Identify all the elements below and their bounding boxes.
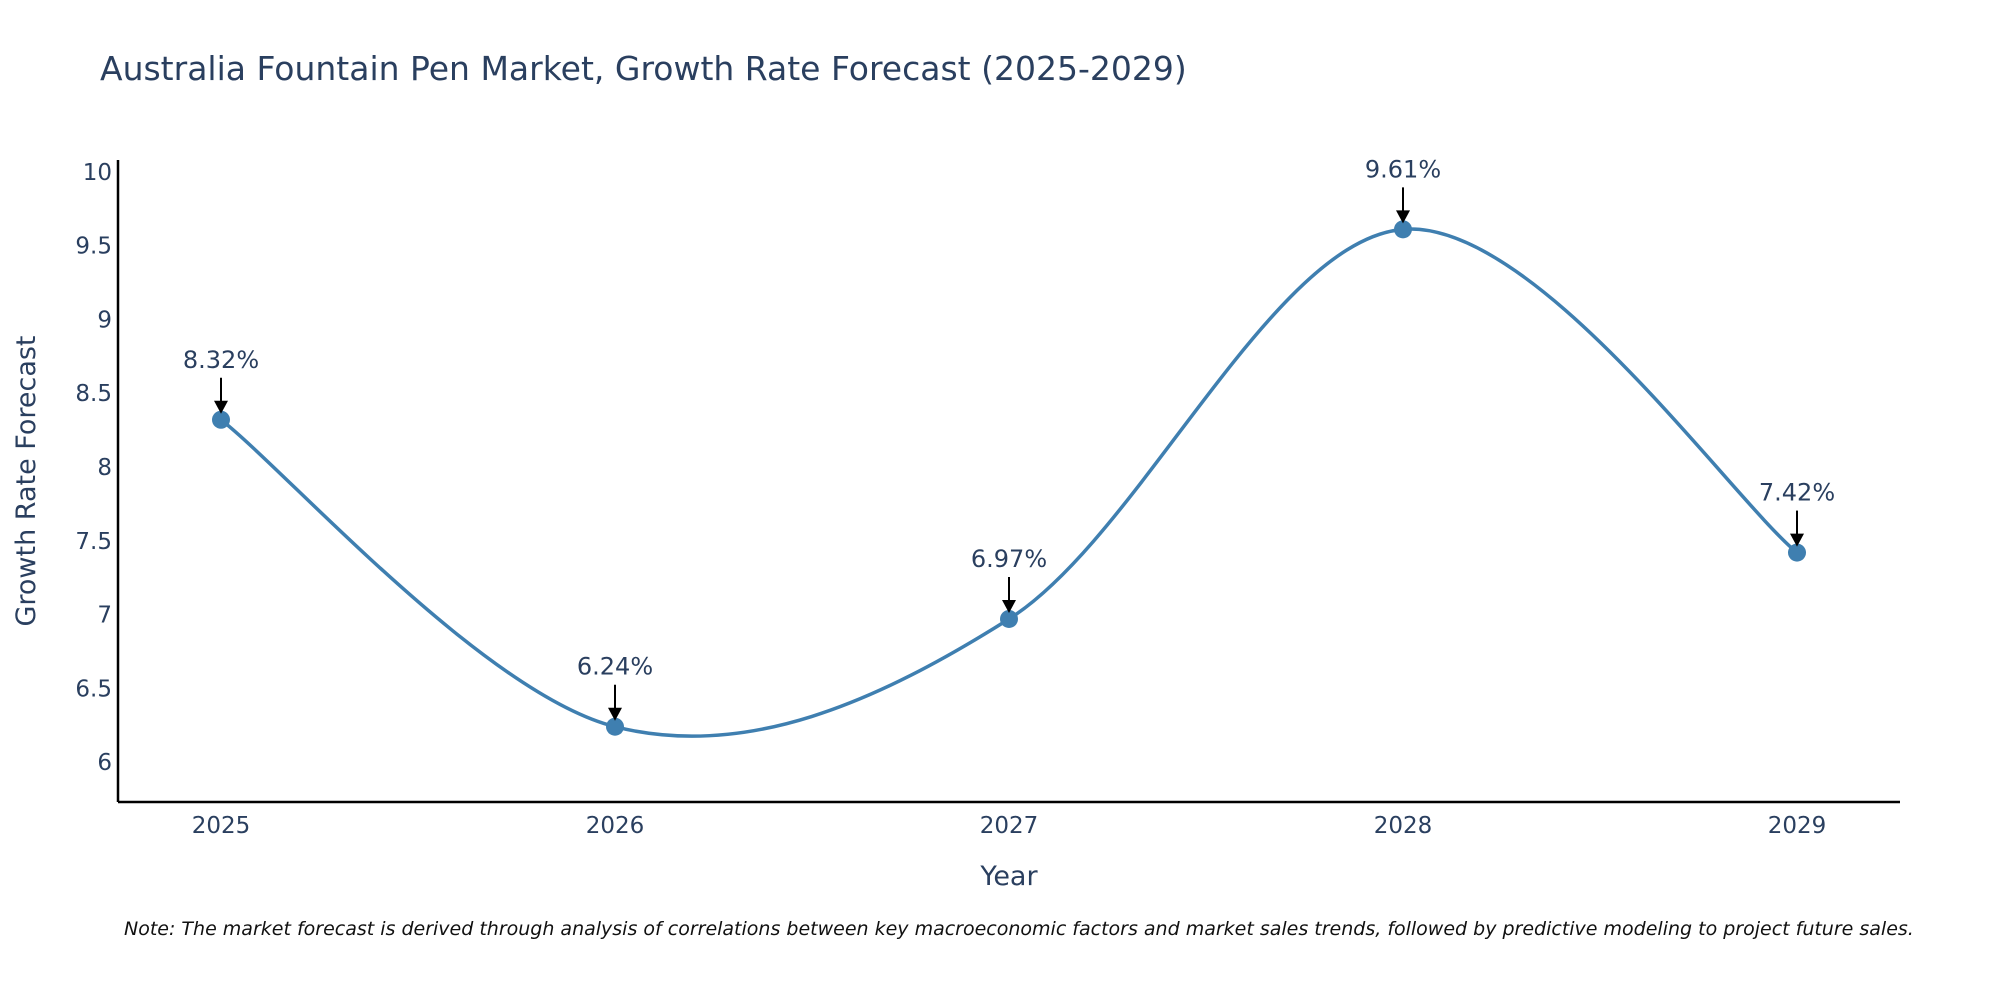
series-line [219, 227, 1799, 738]
annotation-arrowhead [608, 707, 622, 721]
x-tick-label: 2026 [586, 813, 645, 839]
data-label: 9.61% [1365, 155, 1441, 183]
data-label: 8.32% [183, 346, 259, 374]
annotation-arrowhead [1002, 599, 1016, 613]
annotation-arrowhead [1396, 210, 1410, 224]
y-tick-label: 8.5 [75, 381, 112, 407]
x-tick-label: 2027 [980, 813, 1039, 839]
x-tick-label: 2029 [1768, 813, 1827, 839]
data-point [606, 717, 624, 736]
y-tick-label: 7.5 [75, 529, 112, 555]
annotation-arrowhead [1790, 533, 1804, 547]
x-axis-ticks: 2025 2026 2027 2028 2029 [192, 813, 1827, 839]
data-point [1788, 543, 1806, 562]
y-tick-label: 8 [97, 455, 112, 481]
y-tick-label: 6.5 [75, 676, 112, 702]
x-axis-title: Year [979, 861, 1038, 892]
y-tick-label: 7 [97, 603, 112, 629]
data-point [212, 410, 230, 429]
y-tick-label: 9 [97, 307, 112, 333]
data-point [1394, 220, 1412, 239]
y-axis-title: Growth Rate Forecast [11, 335, 42, 626]
y-tick-label: 10 [83, 160, 112, 186]
data-label: 6.97% [971, 545, 1047, 573]
annotation-arrowhead [214, 400, 228, 414]
data-labels: 8.32% 6.24% 6.97% 9.61% 7.42% [183, 155, 1835, 721]
data-label: 7.42% [1759, 479, 1835, 507]
y-tick-label: 6 [97, 750, 112, 776]
chart-title: Australia Fountain Pen Market, Growth Ra… [100, 49, 1187, 88]
data-point [1000, 609, 1018, 628]
y-axis-ticks: 6 6.5 7 7.5 8 8.5 9 9.5 10 [75, 160, 112, 776]
footnote: Note: The market forecast is derived thr… [124, 918, 1914, 940]
x-tick-label: 2028 [1374, 813, 1433, 839]
y-tick-label: 9.5 [75, 234, 112, 260]
x-tick-label: 2025 [192, 813, 251, 839]
data-markers [212, 220, 1806, 736]
data-label: 6.24% [577, 653, 653, 681]
